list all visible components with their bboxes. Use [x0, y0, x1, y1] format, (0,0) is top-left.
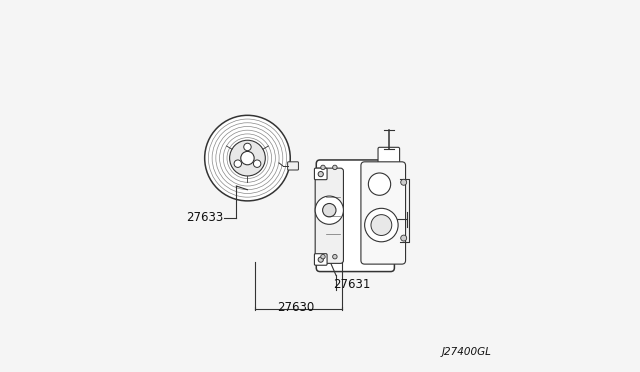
Circle shape [321, 254, 325, 259]
Circle shape [388, 171, 394, 177]
Circle shape [253, 160, 261, 167]
Circle shape [244, 143, 251, 151]
FancyBboxPatch shape [361, 162, 406, 264]
Circle shape [323, 203, 336, 217]
Text: 27631: 27631 [333, 278, 371, 291]
Text: 27633: 27633 [186, 211, 223, 224]
Circle shape [230, 140, 266, 176]
Circle shape [321, 165, 325, 170]
Circle shape [401, 179, 406, 185]
Circle shape [318, 171, 323, 177]
Text: J27400GL: J27400GL [441, 347, 491, 357]
FancyBboxPatch shape [287, 162, 298, 170]
FancyBboxPatch shape [314, 254, 327, 265]
Circle shape [234, 160, 241, 167]
Circle shape [371, 215, 392, 235]
Circle shape [333, 254, 337, 259]
Circle shape [401, 235, 406, 241]
FancyBboxPatch shape [314, 168, 327, 180]
FancyBboxPatch shape [384, 168, 398, 180]
Circle shape [369, 173, 390, 195]
Text: 27630: 27630 [277, 301, 314, 314]
FancyBboxPatch shape [378, 147, 399, 165]
FancyBboxPatch shape [316, 160, 394, 272]
Circle shape [315, 196, 344, 224]
FancyBboxPatch shape [315, 168, 344, 263]
Circle shape [365, 208, 398, 242]
Circle shape [205, 115, 290, 201]
Circle shape [318, 257, 323, 262]
Circle shape [333, 165, 337, 170]
Circle shape [241, 151, 254, 165]
